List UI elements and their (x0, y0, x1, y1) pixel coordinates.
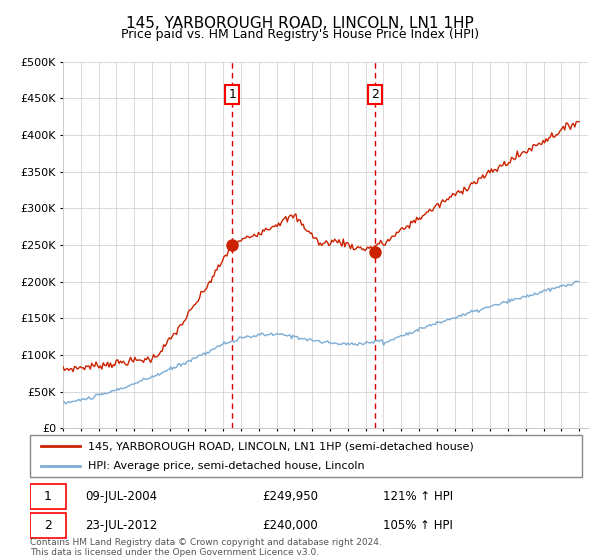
Text: £249,950: £249,950 (262, 490, 318, 503)
Text: 105% ↑ HPI: 105% ↑ HPI (383, 519, 453, 533)
Text: Contains HM Land Registry data © Crown copyright and database right 2024.
This d: Contains HM Land Registry data © Crown c… (30, 538, 382, 557)
Text: Price paid vs. HM Land Registry's House Price Index (HPI): Price paid vs. HM Land Registry's House … (121, 28, 479, 41)
Text: 1: 1 (229, 88, 236, 101)
Text: 2: 2 (44, 519, 52, 533)
Text: £240,000: £240,000 (262, 519, 317, 533)
FancyBboxPatch shape (30, 514, 66, 538)
Text: HPI: Average price, semi-detached house, Lincoln: HPI: Average price, semi-detached house,… (88, 461, 365, 471)
Text: 145, YARBOROUGH ROAD, LINCOLN, LN1 1HP (semi-detached house): 145, YARBOROUGH ROAD, LINCOLN, LN1 1HP (… (88, 441, 474, 451)
Text: 145, YARBOROUGH ROAD, LINCOLN, LN1 1HP: 145, YARBOROUGH ROAD, LINCOLN, LN1 1HP (126, 16, 474, 31)
Text: 1: 1 (44, 490, 52, 503)
Text: 23-JUL-2012: 23-JUL-2012 (85, 519, 157, 533)
Text: 09-JUL-2004: 09-JUL-2004 (85, 490, 157, 503)
FancyBboxPatch shape (30, 484, 66, 508)
Text: 2: 2 (371, 88, 379, 101)
Text: 121% ↑ HPI: 121% ↑ HPI (383, 490, 454, 503)
FancyBboxPatch shape (30, 435, 582, 477)
